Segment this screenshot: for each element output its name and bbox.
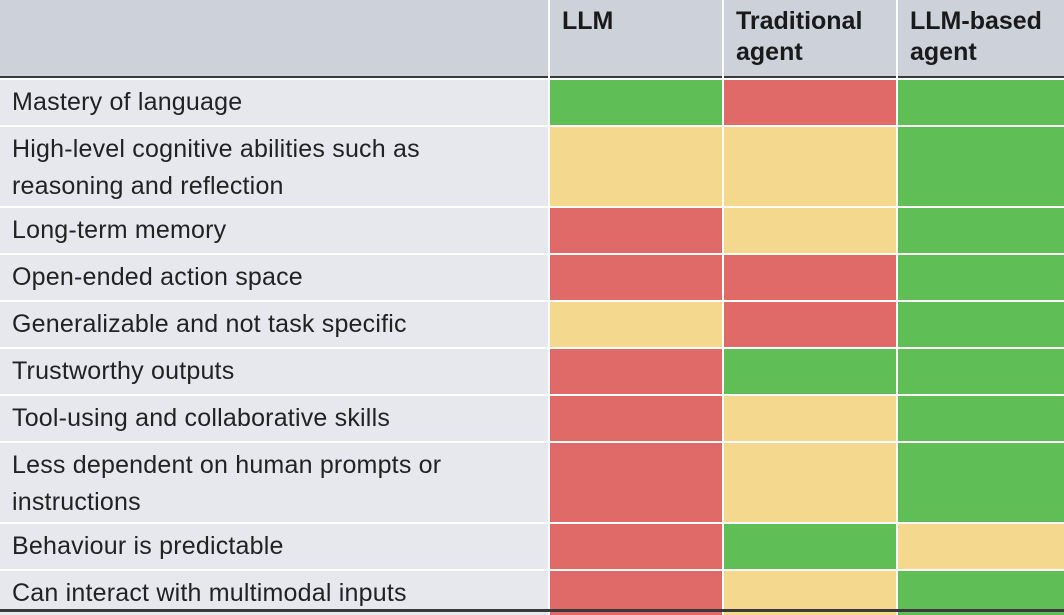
rating-cell-llm-based-agent	[898, 443, 1064, 522]
row-label: Less dependent on human prompts or instr…	[0, 443, 548, 522]
rating-cell-llm-based-agent	[898, 208, 1064, 253]
rating-cell-llm-based-agent	[898, 255, 1064, 300]
rating-cell-traditional-agent	[724, 255, 896, 300]
row-label: Long-term memory	[0, 208, 548, 253]
header-corner	[0, 0, 548, 78]
rating-cell-llm-based-agent	[898, 302, 1064, 347]
rating-cell-llm-based-agent	[898, 524, 1064, 569]
table-bottom-rule	[0, 609, 1064, 612]
rating-cell-llm	[550, 443, 722, 522]
row-label: Mastery of language	[0, 80, 548, 125]
rating-cell-llm-based-agent	[898, 396, 1064, 441]
rating-cell-traditional-agent	[724, 396, 896, 441]
rating-cell-llm	[550, 80, 722, 125]
rating-cell-traditional-agent	[724, 571, 896, 615]
column-header-traditional-agent: Traditional agent	[724, 0, 896, 78]
row-label: High-level cognitive abilities such as r…	[0, 127, 548, 206]
rating-cell-traditional-agent	[724, 349, 896, 394]
rating-cell-llm	[550, 396, 722, 441]
rating-cell-llm	[550, 208, 722, 253]
rating-cell-llm	[550, 349, 722, 394]
column-header-llm-based-agent: LLM-based agent	[898, 0, 1064, 78]
rating-cell-llm	[550, 571, 722, 615]
rating-cell-traditional-agent	[724, 208, 896, 253]
row-label: Tool-using and collaborative skills	[0, 396, 548, 441]
rating-cell-llm-based-agent	[898, 349, 1064, 394]
rating-cell-llm	[550, 255, 722, 300]
rating-cell-traditional-agent	[724, 127, 896, 206]
rating-cell-llm-based-agent	[898, 80, 1064, 125]
rating-cell-llm-based-agent	[898, 127, 1064, 206]
rating-cell-llm	[550, 524, 722, 569]
rating-cell-llm	[550, 302, 722, 347]
rating-cell-traditional-agent	[724, 524, 896, 569]
rating-cell-llm-based-agent	[898, 571, 1064, 615]
rating-cell-traditional-agent	[724, 302, 896, 347]
row-label: Can interact with multimodal inputs	[0, 571, 548, 615]
column-header-llm: LLM	[550, 0, 722, 78]
row-label: Open-ended action space	[0, 255, 548, 300]
rating-cell-traditional-agent	[724, 443, 896, 522]
row-label: Behaviour is predictable	[0, 524, 548, 569]
rating-cell-traditional-agent	[724, 80, 896, 125]
row-label: Trustworthy outputs	[0, 349, 548, 394]
rating-cell-llm	[550, 127, 722, 206]
row-label: Generalizable and not task specific	[0, 302, 548, 347]
